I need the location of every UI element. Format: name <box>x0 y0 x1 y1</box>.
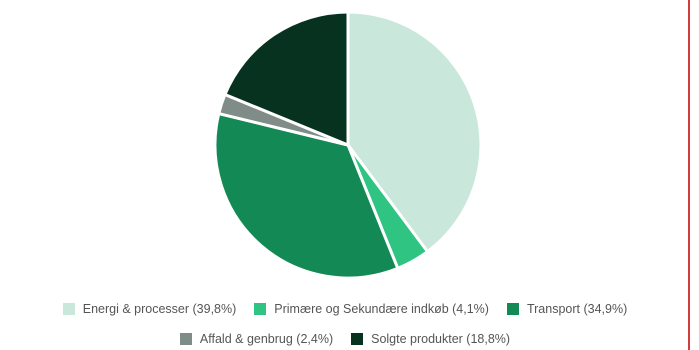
legend-row-2: Affald & genbrug (2,4%) Solgte produkter… <box>0 332 690 346</box>
pie-slice-transport[interactable] <box>213 112 400 280</box>
legend-label-affald: Affald & genbrug (2,4%) <box>199 332 334 346</box>
legend-swatch-energi <box>62 303 75 315</box>
pie-slice-solgte[interactable] <box>223 10 350 147</box>
legend-item-energi[interactable]: Energi & processer (39,8%) <box>62 302 237 316</box>
legend-label-indkob: Primære og Sekundære indkøb (4,1%) <box>274 302 489 316</box>
legend-item-affald[interactable]: Affald & genbrug (2,4%) <box>179 332 334 346</box>
legend-swatch-solgte <box>351 333 364 345</box>
legend-label-transport: Transport (34,9%) <box>526 302 628 316</box>
legend-item-transport[interactable]: Transport (34,9%) <box>506 302 628 316</box>
legend-swatch-affald <box>179 333 192 345</box>
legend-label-energi: Energi & processer (39,8%) <box>82 302 237 316</box>
pie-chart <box>213 10 483 280</box>
panel-border-right <box>688 0 690 350</box>
legend-row-1: Energi & processer (39,8%) Primære og Se… <box>0 302 690 316</box>
legend-swatch-indkob <box>254 303 267 315</box>
legend-item-indkob[interactable]: Primære og Sekundære indkøb (4,1%) <box>254 302 489 316</box>
legend-swatch-transport <box>506 303 519 315</box>
pie-slice-energi[interactable] <box>346 10 483 254</box>
legend-label-solgte: Solgte produkter (18,8%) <box>371 332 511 346</box>
legend-item-solgte[interactable]: Solgte produkter (18,8%) <box>351 332 510 346</box>
